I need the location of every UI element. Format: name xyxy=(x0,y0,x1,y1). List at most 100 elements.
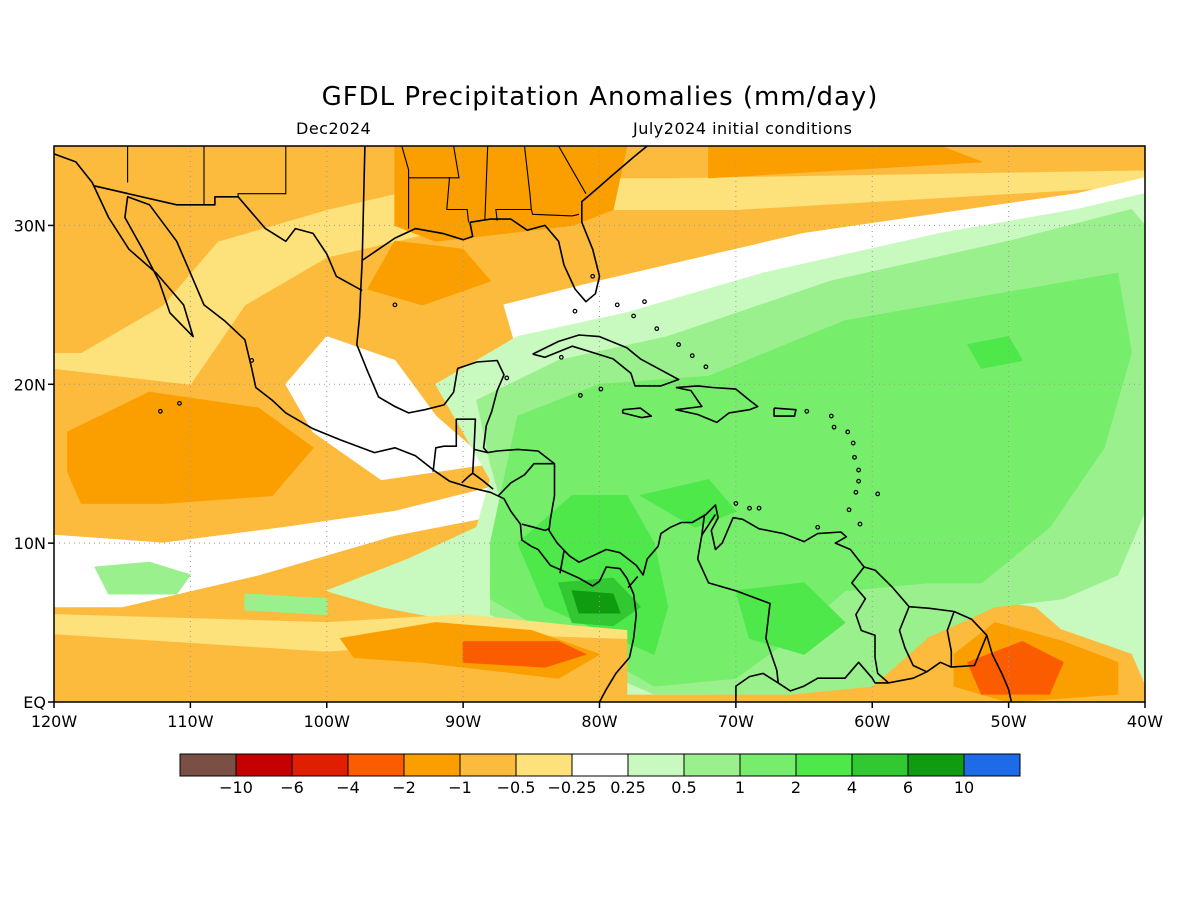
coastline-3 xyxy=(361,222,474,262)
colorbar-swatch-12 xyxy=(851,753,909,777)
island-2 xyxy=(642,299,647,305)
coastline-20 xyxy=(898,606,952,673)
island-9 xyxy=(831,424,837,430)
colorbar-swatch-10 xyxy=(739,753,797,777)
lon-tick-label: 60W xyxy=(854,712,890,731)
anomaly-region-14 xyxy=(517,495,669,655)
border-line-2 xyxy=(237,146,287,197)
colorbar-swatch-11 xyxy=(795,753,853,777)
coastline-18 xyxy=(701,514,717,536)
island-18 xyxy=(857,521,863,527)
lon-tick-label: 50W xyxy=(991,712,1027,731)
longitude-axis: 120W 110W 100W 90W 80W 70W 60W 50W 40W xyxy=(31,702,1163,731)
lon-tick-label: 110W xyxy=(167,712,214,731)
island-14 xyxy=(856,478,862,484)
anomaly-region-4 xyxy=(367,240,491,306)
anomaly-region-3 xyxy=(708,146,982,179)
coastline-4 xyxy=(532,334,680,387)
island-15 xyxy=(853,489,859,495)
island-19 xyxy=(733,501,739,506)
coastline-15 xyxy=(559,550,565,574)
colorbar: −10 −6 −4 −2 −1 −0.5 −0.25 0.25 0.5 1 2 4 6 10 xyxy=(179,753,1021,797)
colorbar-swatch-5 xyxy=(459,753,517,777)
map-title: GFDL Precipitation Anomalies (mm/day) xyxy=(321,82,879,112)
anomaly-field xyxy=(54,146,1145,702)
anomaly-region-2 xyxy=(394,146,628,242)
coastline-22 xyxy=(777,661,928,692)
island-1 xyxy=(631,313,636,319)
coastline-5 xyxy=(675,385,759,424)
colorbar-label: 6 xyxy=(903,778,913,797)
forecast-month: Dec2024 xyxy=(296,119,372,138)
colorbar-swatch-2 xyxy=(291,753,349,777)
border-line-5 xyxy=(448,146,460,179)
colorbar-label: −2 xyxy=(392,778,416,797)
colorbar-swatch-3 xyxy=(347,753,405,777)
island-5 xyxy=(689,353,695,359)
coastline-0 xyxy=(54,153,638,702)
coastline-21 xyxy=(946,611,988,668)
colorbar-label: 0.25 xyxy=(610,778,646,797)
island-25 xyxy=(558,354,564,360)
colorbar-swatch-13 xyxy=(907,753,965,777)
colorbar-swatch-7 xyxy=(571,753,629,777)
border-line-6 xyxy=(484,146,489,220)
island-8 xyxy=(828,413,834,419)
lon-tick-label: 80W xyxy=(581,712,617,731)
coastline-13 xyxy=(498,462,555,497)
initial-conditions: July2024 initial conditions xyxy=(633,119,853,138)
colorbar-swatch-6 xyxy=(515,753,573,777)
border-line-8 xyxy=(530,209,580,217)
island-20 xyxy=(747,505,752,511)
coastline-9 xyxy=(432,418,477,472)
coastline-2 xyxy=(469,146,648,303)
lon-tick-label: 120W xyxy=(31,712,78,731)
island-27 xyxy=(392,302,398,308)
lat-tick-label: 10N xyxy=(14,534,46,553)
island-24 xyxy=(598,386,604,392)
colorbar-swatch-9 xyxy=(683,753,741,777)
coastline-10 xyxy=(461,449,475,484)
colorbar-label: −0.5 xyxy=(497,778,536,797)
coastline-23 xyxy=(735,672,779,702)
island-23 xyxy=(578,393,583,398)
border-line-9 xyxy=(558,146,587,194)
anomaly-region-17 xyxy=(967,336,1023,369)
colorbar-label: 4 xyxy=(847,778,857,797)
graticule xyxy=(54,146,1145,702)
anomaly-region-1 xyxy=(54,146,1145,353)
island-13 xyxy=(856,467,862,473)
coastline-7 xyxy=(773,407,797,417)
island-28 xyxy=(249,358,255,363)
island-10 xyxy=(845,429,851,435)
island-29 xyxy=(177,400,182,406)
colorbar-label: −10 xyxy=(219,778,253,797)
coastline-8 xyxy=(93,184,363,292)
anomaly-region-26 xyxy=(967,641,1064,695)
border-line-3 xyxy=(401,146,410,229)
colorbar-label: −6 xyxy=(280,778,304,797)
island-32 xyxy=(572,308,578,314)
coastline-17 xyxy=(696,514,779,683)
lon-tick-label: 100W xyxy=(304,712,351,731)
colorbar-label: 0.5 xyxy=(671,778,696,797)
island-11 xyxy=(850,440,856,446)
coastline-19 xyxy=(850,566,890,684)
island-12 xyxy=(852,454,857,460)
coastline-16 xyxy=(627,575,639,589)
island-16 xyxy=(846,507,852,513)
colorbar-label: 2 xyxy=(791,778,801,797)
lon-tick-label: 90W xyxy=(445,712,481,731)
coastline-11 xyxy=(472,472,494,490)
latitude-axis: EQ 10N 20N 30N xyxy=(14,216,54,712)
island-22 xyxy=(815,524,821,530)
lon-tick-label: 40W xyxy=(1127,712,1163,731)
island-4 xyxy=(676,342,681,347)
lat-tick-label: 30N xyxy=(14,216,46,235)
border-line-4 xyxy=(408,177,470,223)
colorbar-swatch-14 xyxy=(963,753,1021,777)
anomaly-region-5 xyxy=(67,391,314,504)
island-6 xyxy=(703,364,709,370)
colorbar-label: 1 xyxy=(735,778,745,797)
colorbar-swatch-0 xyxy=(179,753,237,777)
